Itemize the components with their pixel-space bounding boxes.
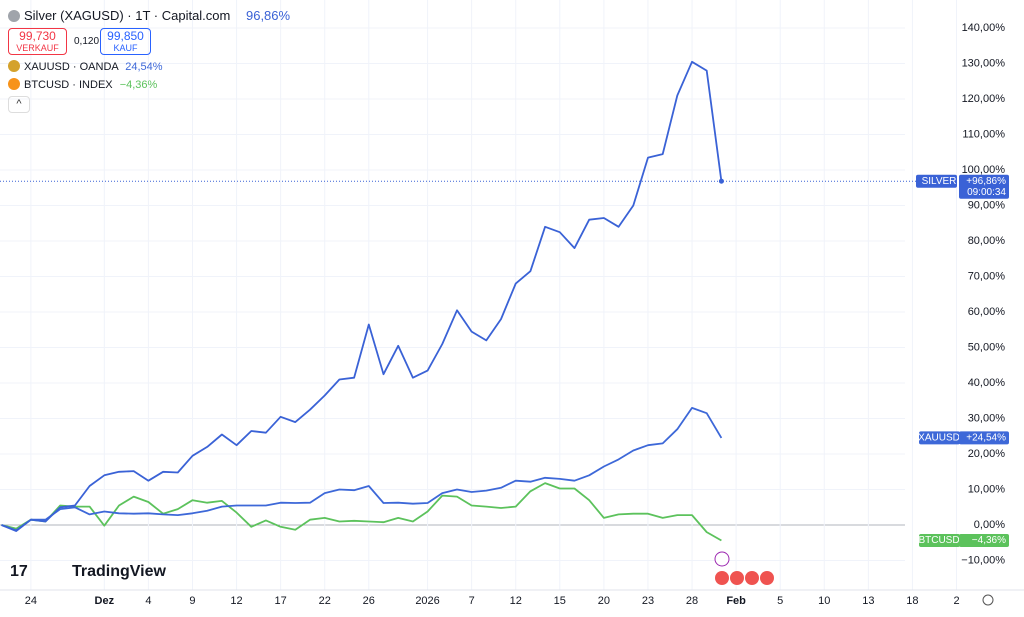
y-tick-label: 130,00%	[962, 57, 1006, 69]
y-tick-label: 50,00%	[968, 341, 1006, 353]
x-tick-label: 18	[906, 595, 918, 607]
x-tick-label: 28	[686, 595, 698, 607]
price-tag-value: +96,86%	[966, 176, 1006, 187]
compare-name: BTCUSD · INDEX	[24, 79, 113, 91]
event-icon[interactable]	[730, 571, 744, 585]
x-tick-label: 20	[598, 595, 610, 607]
x-tick-label: 24	[25, 595, 37, 607]
x-tick-label: 9	[189, 595, 195, 607]
event-icon[interactable]	[760, 571, 774, 585]
y-tick-label: 40,00%	[968, 377, 1006, 389]
x-tick-label: 23	[642, 595, 654, 607]
compare-row: BTCUSD · INDEX −4,36%	[8, 78, 157, 91]
sell-label: VERKAUF	[16, 43, 59, 53]
buy-button[interactable]: 99,850 KAUF	[100, 28, 151, 55]
series-line	[1, 60, 723, 532]
price-tag-name: SILVER	[922, 176, 957, 187]
spread: 0,120	[74, 36, 100, 47]
price-tag-bg	[959, 534, 1009, 548]
title-row: Silver (XAGUSD) · 1T · Capital.com 96,86…	[8, 8, 290, 23]
x-tick-label: 12	[510, 595, 522, 607]
x-tick-label: 17	[275, 595, 287, 607]
buy-price: 99,850	[107, 29, 144, 43]
event-icon[interactable]	[714, 551, 730, 567]
series-line	[1, 482, 722, 542]
x-tick-label: 2026	[415, 595, 439, 607]
compare-change: −4,36%	[119, 79, 158, 91]
compare-name: XAUUSD · OANDA	[24, 61, 119, 73]
x-tick-label: 5	[777, 595, 783, 607]
collapse-button[interactable]: ^	[8, 96, 30, 113]
sell-button[interactable]: 99,730 VERKAUF	[8, 28, 67, 55]
btc-icon	[8, 78, 20, 90]
price-tag-time: 09:00:34	[967, 187, 1006, 198]
y-tick-label: 100,00%	[962, 164, 1006, 176]
price-tag-value: +24,54%	[966, 433, 1006, 444]
price-tag-name-bg	[916, 174, 957, 188]
y-tick-label: −10,00%	[961, 554, 1005, 566]
price-tag-name: XAUUSD	[918, 433, 960, 444]
y-tick-label: 80,00%	[968, 235, 1006, 247]
y-tick-label: 110,00%	[962, 128, 1005, 140]
logo-mark: 17	[10, 563, 28, 580]
y-tick-label: 140,00%	[962, 22, 1006, 34]
y-tick-label: 60,00%	[968, 306, 1006, 318]
event-icon[interactable]	[715, 571, 729, 585]
title: Silver (XAGUSD) · 1T · Capital.com	[24, 8, 231, 23]
price-tag-name-bg	[919, 534, 960, 548]
event-icon[interactable]	[745, 571, 759, 585]
price-tag-name-bg	[919, 431, 960, 445]
price-tag-bg	[959, 174, 1009, 199]
compare-change: 24,54%	[125, 61, 163, 73]
y-tick-label: 90,00%	[968, 199, 1006, 211]
symbol-icon	[8, 10, 20, 22]
last-point	[718, 178, 724, 184]
compare-row: XAUUSD · OANDA 24,54%	[8, 60, 163, 73]
price-tag-name: BTCUSD	[918, 535, 959, 546]
x-tick-label: 12	[230, 595, 242, 607]
x-tick-label: Feb	[726, 595, 746, 607]
y-tick-label: 30,00%	[968, 412, 1006, 424]
sell-price: 99,730	[19, 29, 56, 43]
series-line	[1, 407, 723, 532]
y-tick-label: 10,00%	[968, 483, 1006, 495]
change: 96,86%	[245, 8, 291, 23]
y-tick-label: 0,00%	[974, 519, 1005, 531]
x-tick-label: 10	[818, 595, 830, 607]
price-tag-bg	[959, 431, 1009, 445]
y-tick-label: 20,00%	[968, 448, 1006, 460]
settings-icon[interactable]	[982, 594, 994, 606]
x-tick-label: 2	[953, 595, 959, 607]
x-tick-label: 7	[469, 595, 475, 607]
gold-icon	[8, 60, 20, 72]
x-tick-label: 22	[319, 595, 331, 607]
x-tick-label: Dez	[95, 595, 115, 607]
buy-label: KAUF	[113, 43, 138, 53]
x-tick-label: 15	[554, 595, 566, 607]
x-tick-label: 4	[145, 595, 151, 607]
x-tick-label: 13	[862, 595, 874, 607]
price-tag-value: −4,36%	[972, 535, 1006, 546]
y-tick-label: 120,00%	[962, 93, 1006, 105]
y-tick-label: 70,00%	[968, 270, 1006, 282]
logo: TradingView	[72, 563, 167, 580]
x-tick-label: 26	[363, 595, 375, 607]
